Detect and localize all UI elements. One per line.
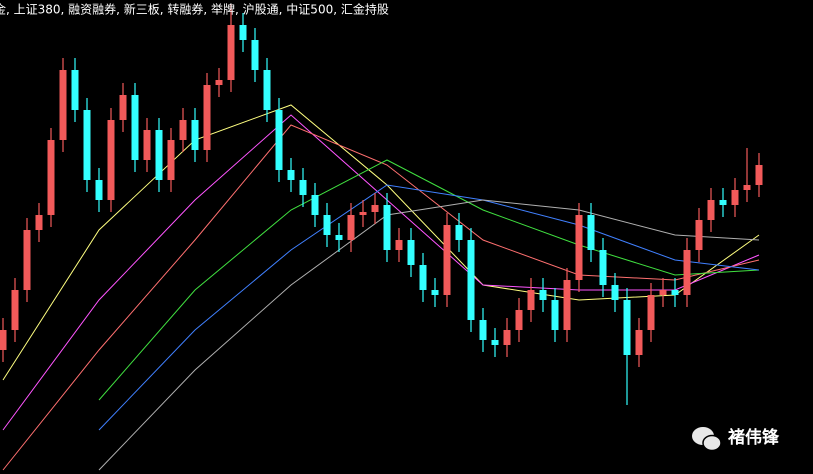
candle-body	[479, 320, 487, 340]
watermark-icon	[692, 427, 722, 452]
candle-body	[107, 120, 115, 200]
moving-average-line	[2, 104, 760, 381]
candle-body	[527, 290, 535, 310]
candle-body	[695, 220, 703, 250]
candle-body	[203, 85, 211, 150]
candle-body	[431, 290, 439, 295]
candle-body	[599, 250, 607, 285]
candle-body	[575, 215, 583, 280]
candle-body	[671, 290, 679, 295]
candle-body	[635, 330, 643, 355]
candle-body	[467, 240, 475, 320]
candle-body	[563, 280, 571, 330]
candle-body	[191, 120, 199, 150]
candle-body	[275, 110, 283, 170]
candle-body	[47, 140, 55, 215]
candle-body	[551, 300, 559, 330]
candle-body	[95, 180, 103, 200]
candle-body	[659, 290, 667, 295]
candle-body	[407, 240, 415, 265]
candle-body	[647, 295, 655, 330]
candle-body	[395, 240, 403, 250]
candle-body	[611, 285, 619, 300]
candle-body	[167, 140, 175, 180]
candle-body	[299, 180, 307, 195]
candle-body	[263, 70, 271, 110]
candle-body	[239, 25, 247, 40]
moving-average-line	[98, 159, 760, 401]
candle-body	[623, 300, 631, 355]
candle-body	[155, 130, 163, 180]
candle-body	[755, 165, 763, 185]
candle-body	[323, 215, 331, 235]
candle-body	[119, 95, 127, 120]
candle-body	[83, 110, 91, 180]
candle-body	[587, 215, 595, 250]
candle-body	[335, 235, 343, 240]
candle-body	[383, 205, 391, 250]
candle-body	[719, 200, 727, 205]
candle-body	[371, 205, 379, 212]
candle-body	[443, 225, 451, 295]
candle-body	[143, 130, 151, 160]
candle-body	[683, 250, 691, 295]
candle-body	[503, 330, 511, 345]
chart-title: 金, 上证380, 融资融券, 新三板, 转融券, 举牌, 沪股通, 中证500…	[0, 2, 389, 17]
moving-average-line	[2, 124, 760, 471]
candle-body	[743, 185, 751, 190]
moving-average-line	[98, 184, 760, 431]
candle-body	[227, 25, 235, 80]
plot	[0, 4, 763, 471]
candle-body	[515, 310, 523, 330]
candle-body	[731, 190, 739, 205]
candle-body	[179, 120, 187, 140]
candle-body	[491, 340, 499, 345]
candle-body	[419, 265, 427, 290]
candle-body	[539, 290, 547, 300]
candle-body	[131, 95, 139, 160]
candle-body	[251, 40, 259, 70]
candle-body	[455, 225, 463, 240]
candle-body	[11, 290, 19, 330]
candle-body	[35, 215, 43, 230]
candle-body	[215, 80, 223, 85]
candle-body	[23, 230, 31, 290]
candle-body	[311, 195, 319, 215]
watermark: 褚伟锋	[727, 427, 780, 448]
candle-body	[71, 70, 79, 110]
candle-body	[59, 70, 67, 140]
candle-body	[707, 200, 715, 220]
candle-body	[347, 215, 355, 240]
candle-body	[0, 330, 7, 350]
candle-body	[359, 212, 367, 215]
moving-average-line	[98, 199, 760, 471]
candle-body	[287, 170, 295, 180]
